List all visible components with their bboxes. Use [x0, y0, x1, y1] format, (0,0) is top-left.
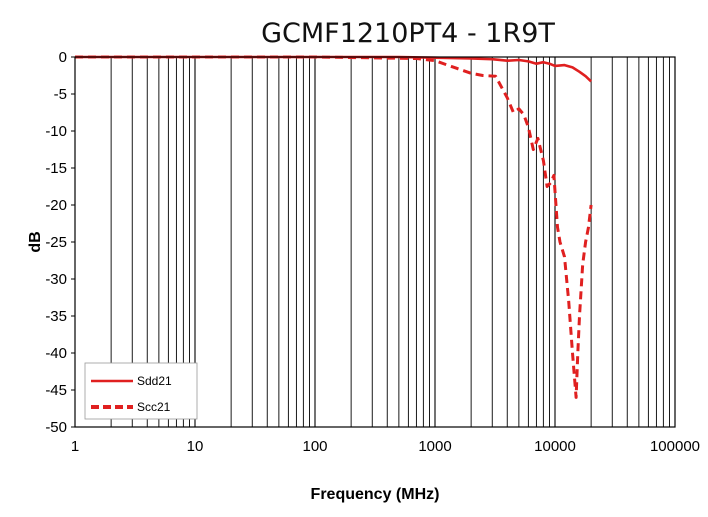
y-axis-label: dB [27, 231, 44, 252]
y-tick-label: -5 [54, 86, 67, 103]
x-tick-label: 100000 [650, 438, 700, 455]
y-tick-label: -10 [45, 123, 67, 140]
x-tick-label: 10000 [534, 438, 576, 455]
y-tick-label: -50 [45, 419, 67, 436]
chart-title: GCMF1210PT4 - 1R9T [261, 18, 555, 49]
grid [110, 57, 670, 427]
x-tick-label: 10 [187, 438, 204, 455]
y-tick-label: -45 [45, 382, 67, 399]
x-tick-label: 100 [302, 438, 327, 455]
x-tick-labels: 1 10 100 1000 10000 100000 [71, 438, 700, 455]
y-tick-label: -30 [45, 271, 67, 288]
x-axis-label: Frequency (MHz) [311, 486, 440, 503]
y-tick-label: -25 [45, 234, 67, 251]
x-tick-label: 1 [71, 438, 79, 455]
y-tick-labels: 0 -5 -10 -15 -20 -25 -30 -35 -40 -45 -50 [45, 49, 75, 436]
x-tick-label: 1000 [418, 438, 451, 455]
legend: Sdd21 Scc21 [84, 362, 198, 420]
y-tick-label: -40 [45, 345, 67, 362]
y-tick-label: 0 [59, 49, 67, 66]
legend-box [84, 362, 198, 420]
y-tick-label: -15 [45, 160, 67, 177]
legend-label-sdd21: Sdd21 [137, 374, 172, 388]
legend-label-scc21: Scc21 [137, 400, 171, 414]
y-tick-label: -20 [45, 197, 67, 214]
series-scc21-line [75, 55, 593, 399]
y-tick-label: -35 [45, 308, 67, 325]
